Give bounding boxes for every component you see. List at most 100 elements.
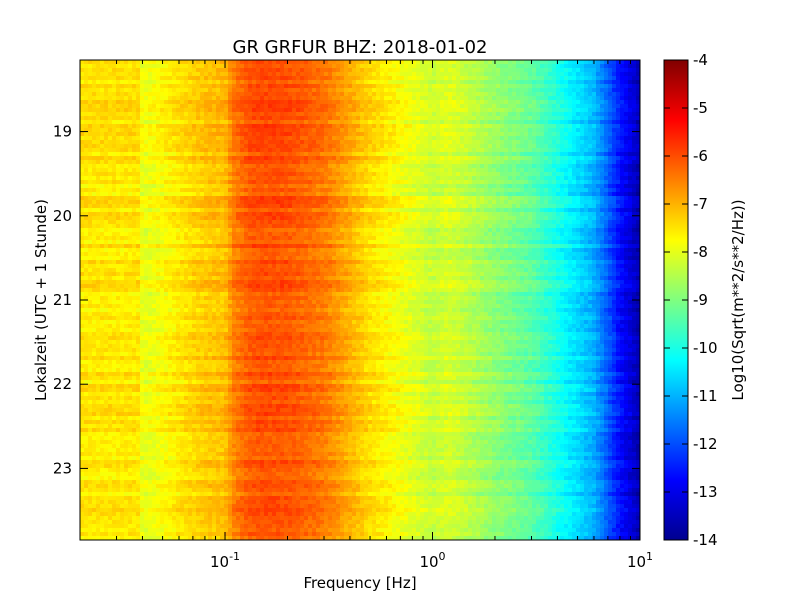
heatmap-cell — [556, 120, 561, 125]
heatmap-cell — [176, 112, 181, 117]
heatmap-cell — [84, 128, 89, 133]
heatmap-cell — [404, 196, 409, 201]
heatmap-cell — [608, 120, 613, 125]
heatmap-cell — [476, 132, 481, 137]
heatmap-cell — [592, 104, 597, 109]
heatmap-cell — [124, 76, 129, 81]
heatmap-cell — [568, 168, 573, 173]
heatmap-cell — [600, 64, 605, 69]
heatmap-cell — [544, 176, 549, 181]
heatmap-cell — [392, 156, 397, 161]
heatmap-cell — [616, 176, 621, 181]
heatmap-cell — [260, 60, 265, 65]
heatmap-cell — [92, 68, 97, 73]
heatmap-cell — [624, 76, 629, 81]
heatmap-cell — [204, 148, 209, 153]
heatmap-cell — [528, 128, 533, 133]
heatmap-cell — [360, 184, 365, 189]
heatmap-cell — [516, 124, 521, 129]
heatmap-cell — [436, 76, 441, 81]
heatmap-cell — [580, 128, 585, 133]
heatmap-cell — [312, 168, 317, 173]
heatmap-cell — [352, 144, 357, 149]
heatmap-cell — [256, 60, 261, 65]
heatmap-cell — [212, 152, 217, 157]
heatmap-cell — [424, 64, 429, 69]
heatmap-cell — [304, 80, 309, 85]
heatmap-cell — [452, 200, 457, 205]
heatmap-cell — [260, 120, 265, 125]
heatmap-cell — [612, 104, 617, 109]
heatmap-cell — [272, 68, 277, 73]
heatmap-cell — [344, 112, 349, 117]
heatmap-cell — [292, 152, 297, 157]
heatmap-cell — [148, 72, 153, 77]
heatmap-cell — [532, 72, 537, 77]
heatmap-cell — [112, 144, 117, 149]
heatmap-cell — [380, 116, 385, 121]
heatmap-cell — [96, 164, 101, 169]
heatmap-cell — [392, 88, 397, 93]
heatmap-cell — [184, 72, 189, 77]
heatmap-cell — [96, 144, 101, 149]
heatmap-cell — [496, 120, 501, 125]
heatmap-cell — [316, 84, 321, 89]
heatmap-cell — [252, 192, 257, 197]
heatmap-cell — [164, 192, 169, 197]
heatmap-cell — [184, 168, 189, 173]
heatmap-cell — [528, 60, 533, 65]
heatmap-cell — [344, 156, 349, 161]
heatmap-cell — [276, 148, 281, 153]
heatmap-cell — [320, 200, 325, 205]
heatmap-cell — [320, 168, 325, 173]
heatmap-cell — [236, 196, 241, 201]
heatmap-cell — [216, 92, 221, 97]
heatmap-cell — [268, 136, 273, 141]
heatmap-cell — [188, 144, 193, 149]
heatmap-cell — [88, 96, 93, 101]
heatmap-cell — [448, 176, 453, 181]
heatmap-cell — [300, 120, 305, 125]
heatmap-cell — [344, 108, 349, 113]
heatmap-cell — [100, 140, 105, 145]
heatmap-cell — [408, 192, 413, 197]
heatmap-cell — [548, 192, 553, 197]
heatmap-cell — [288, 116, 293, 121]
heatmap-cell — [136, 72, 141, 77]
heatmap-cell — [476, 100, 481, 105]
heatmap-cell — [304, 116, 309, 121]
heatmap-cell — [492, 124, 497, 129]
heatmap-cell — [412, 184, 417, 189]
heatmap-cell — [616, 84, 621, 89]
heatmap-cell — [248, 72, 253, 77]
heatmap-cell — [412, 100, 417, 105]
heatmap-cell — [444, 76, 449, 81]
heatmap-cell — [120, 72, 125, 77]
heatmap-cell — [140, 176, 145, 181]
heatmap-cell — [532, 76, 537, 81]
heatmap-cell — [412, 108, 417, 113]
heatmap-cell — [536, 140, 541, 145]
heatmap-cell — [196, 148, 201, 153]
heatmap-cell — [476, 192, 481, 197]
heatmap-cell — [316, 160, 321, 165]
heatmap-cell — [488, 192, 493, 197]
heatmap-cell — [592, 112, 597, 117]
heatmap-cell — [496, 192, 501, 197]
heatmap-cell — [628, 192, 633, 197]
heatmap-cell — [540, 60, 545, 65]
heatmap-cell — [504, 68, 509, 73]
heatmap-cell — [632, 188, 637, 193]
heatmap-cell — [636, 140, 640, 145]
heatmap-cell — [108, 124, 113, 129]
heatmap-cell — [200, 144, 205, 149]
heatmap-cell — [312, 176, 317, 181]
heatmap-cell — [604, 104, 609, 109]
heatmap-cell — [508, 64, 513, 69]
heatmap-cell — [464, 104, 469, 109]
heatmap-cell — [436, 60, 441, 65]
heatmap-cell — [172, 88, 177, 93]
heatmap-cell — [528, 108, 533, 113]
heatmap-cell — [376, 144, 381, 149]
heatmap-cell — [108, 68, 113, 73]
